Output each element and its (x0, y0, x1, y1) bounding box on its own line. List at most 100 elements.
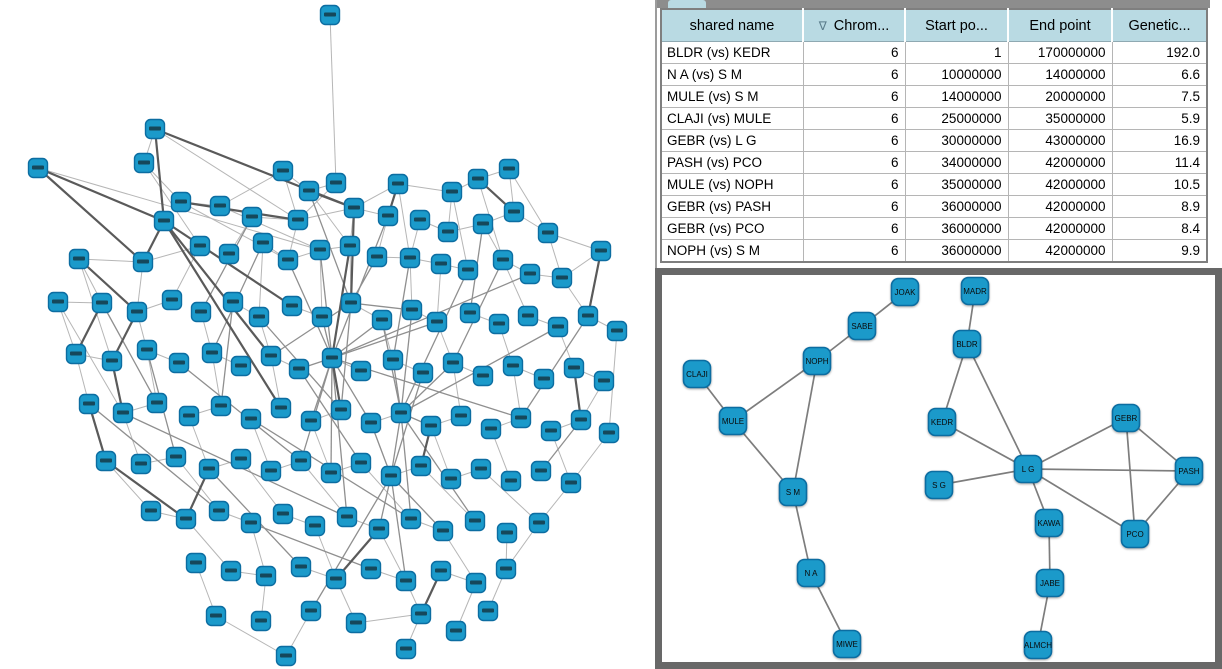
cell-shared_name[interactable]: GEBR (vs) PCO (660, 217, 804, 240)
overview-node[interactable] (272, 503, 294, 525)
overview-node[interactable] (230, 448, 252, 470)
cell-chromosome[interactable]: 6 (802, 151, 906, 174)
cell-genetic[interactable]: 8.9 (1111, 195, 1208, 218)
overview-node[interactable] (441, 181, 463, 203)
overview-node[interactable] (570, 409, 592, 431)
overview-node[interactable] (467, 168, 489, 190)
cell-end_point[interactable]: 20000000 (1007, 85, 1113, 108)
cell-shared_name[interactable]: CLAJI (vs) MULE (660, 107, 804, 130)
overview-node[interactable] (175, 508, 197, 530)
overview-node[interactable] (133, 152, 155, 174)
subnet-node-MADR[interactable]: MADR (960, 276, 990, 306)
overview-node[interactable] (401, 299, 423, 321)
cell-chromosome[interactable]: 6 (802, 239, 906, 263)
overview-node[interactable] (248, 306, 270, 328)
overview-node[interactable] (551, 267, 573, 289)
column-header-genetic[interactable]: Genetic... (1111, 9, 1207, 42)
overview-node[interactable] (222, 291, 244, 313)
overview-node[interactable] (395, 570, 417, 592)
overview-node[interactable] (432, 520, 454, 542)
overview-node[interactable] (210, 395, 232, 417)
cell-genetic[interactable]: 8.4 (1111, 217, 1208, 240)
overview-node[interactable] (330, 399, 352, 421)
overview-node[interactable] (517, 305, 539, 327)
cell-shared_name[interactable]: GEBR (vs) L G (660, 129, 804, 152)
overview-node[interactable] (488, 313, 510, 335)
cell-end_point[interactable]: 42000000 (1007, 239, 1113, 263)
overview-node[interactable] (78, 393, 100, 415)
cell-chromosome[interactable]: 6 (802, 107, 906, 130)
overview-node[interactable] (400, 508, 422, 530)
overview-node[interactable] (477, 600, 499, 622)
overview-node[interactable] (360, 412, 382, 434)
column-header-end-point[interactable]: End point (1007, 9, 1112, 42)
overview-node[interactable] (426, 311, 448, 333)
overview-node[interactable] (198, 458, 220, 480)
overview-node[interactable] (288, 358, 310, 380)
table-row[interactable]: MULE (vs) NOPH 6 35000000 42000000 10.5 (660, 173, 1208, 196)
cell-genetic[interactable]: 7.5 (1111, 85, 1208, 108)
overview-node[interactable] (240, 512, 262, 534)
overview-node[interactable] (189, 235, 211, 257)
column-header-shared-name[interactable]: shared name (661, 9, 803, 42)
table-row[interactable]: NOPH (vs) S M 6 36000000 42000000 9.9 (660, 239, 1208, 263)
cell-genetic[interactable]: 5.9 (1111, 107, 1208, 130)
overview-node[interactable] (298, 180, 320, 202)
cell-shared_name[interactable]: BLDR (vs) KEDR (660, 41, 804, 64)
overview-node[interactable] (503, 201, 525, 223)
overview-node[interactable] (598, 422, 620, 444)
cell-shared_name[interactable]: NOPH (vs) S M (660, 239, 804, 263)
overview-node[interactable] (547, 316, 569, 338)
overview-node[interactable] (319, 4, 341, 26)
overview-node[interactable] (132, 251, 154, 273)
overview-network-canvas[interactable] (0, 0, 657, 669)
overview-node[interactable] (218, 243, 240, 265)
overview-node[interactable] (260, 345, 282, 367)
overview-node[interactable] (220, 560, 242, 582)
subnet-node-MULE[interactable]: MULE (718, 406, 748, 436)
overview-node[interactable] (380, 465, 402, 487)
filter-funnel-icon[interactable]: ∇ (818, 18, 827, 33)
cell-chromosome[interactable]: 6 (802, 63, 906, 86)
cell-end_point[interactable]: 42000000 (1007, 195, 1113, 218)
overview-node[interactable] (464, 510, 486, 532)
overview-node[interactable] (161, 289, 183, 311)
overview-node[interactable] (300, 410, 322, 432)
table-row[interactable]: N A (vs) S M 6 10000000 14000000 6.6 (660, 63, 1208, 86)
table-row[interactable]: CLAJI (vs) MULE 6 25000000 35000000 5.9 (660, 107, 1208, 130)
cell-start_point[interactable]: 34000000 (904, 151, 1009, 174)
overview-node[interactable] (345, 612, 367, 634)
overview-node[interactable] (287, 209, 309, 231)
overview-node[interactable] (510, 407, 532, 429)
subnet-node-JOAK[interactable]: JOAK (890, 277, 920, 307)
overview-node[interactable] (366, 246, 388, 268)
overview-node[interactable] (472, 365, 494, 387)
overview-node[interactable] (185, 552, 207, 574)
overview-node[interactable] (320, 462, 342, 484)
subnet-node-SABE[interactable]: SABE (847, 311, 877, 341)
subnet-node-NOPH[interactable]: NOPH (802, 346, 832, 376)
table-row[interactable]: BLDR (vs) KEDR 6 1 170000000 192.0 (660, 41, 1208, 64)
overview-node[interactable] (290, 556, 312, 578)
overview-node[interactable] (387, 173, 409, 195)
overview-node[interactable] (409, 209, 431, 231)
overview-node[interactable] (311, 306, 333, 328)
cell-start_point[interactable]: 36000000 (904, 195, 1009, 218)
overview-node[interactable] (377, 205, 399, 227)
overview-node[interactable] (130, 453, 152, 475)
overview-node[interactable] (440, 468, 462, 490)
cell-start_point[interactable]: 25000000 (904, 107, 1009, 130)
cell-start_point[interactable]: 14000000 (904, 85, 1009, 108)
overview-node[interactable] (530, 460, 552, 482)
subnet-node-ALMCH[interactable]: ALMCH (1023, 630, 1053, 660)
overview-node[interactable] (240, 408, 262, 430)
overview-node[interactable] (560, 472, 582, 494)
overview-node[interactable] (47, 291, 69, 313)
overview-node[interactable] (68, 248, 90, 270)
subnet-node-S-G[interactable]: S G (924, 470, 954, 500)
cell-shared_name[interactable]: MULE (vs) NOPH (660, 173, 804, 196)
overview-node[interactable] (399, 247, 421, 269)
overview-node[interactable] (281, 295, 303, 317)
subnet-node-L-G[interactable]: L G (1013, 454, 1043, 484)
overview-node[interactable] (126, 301, 148, 323)
